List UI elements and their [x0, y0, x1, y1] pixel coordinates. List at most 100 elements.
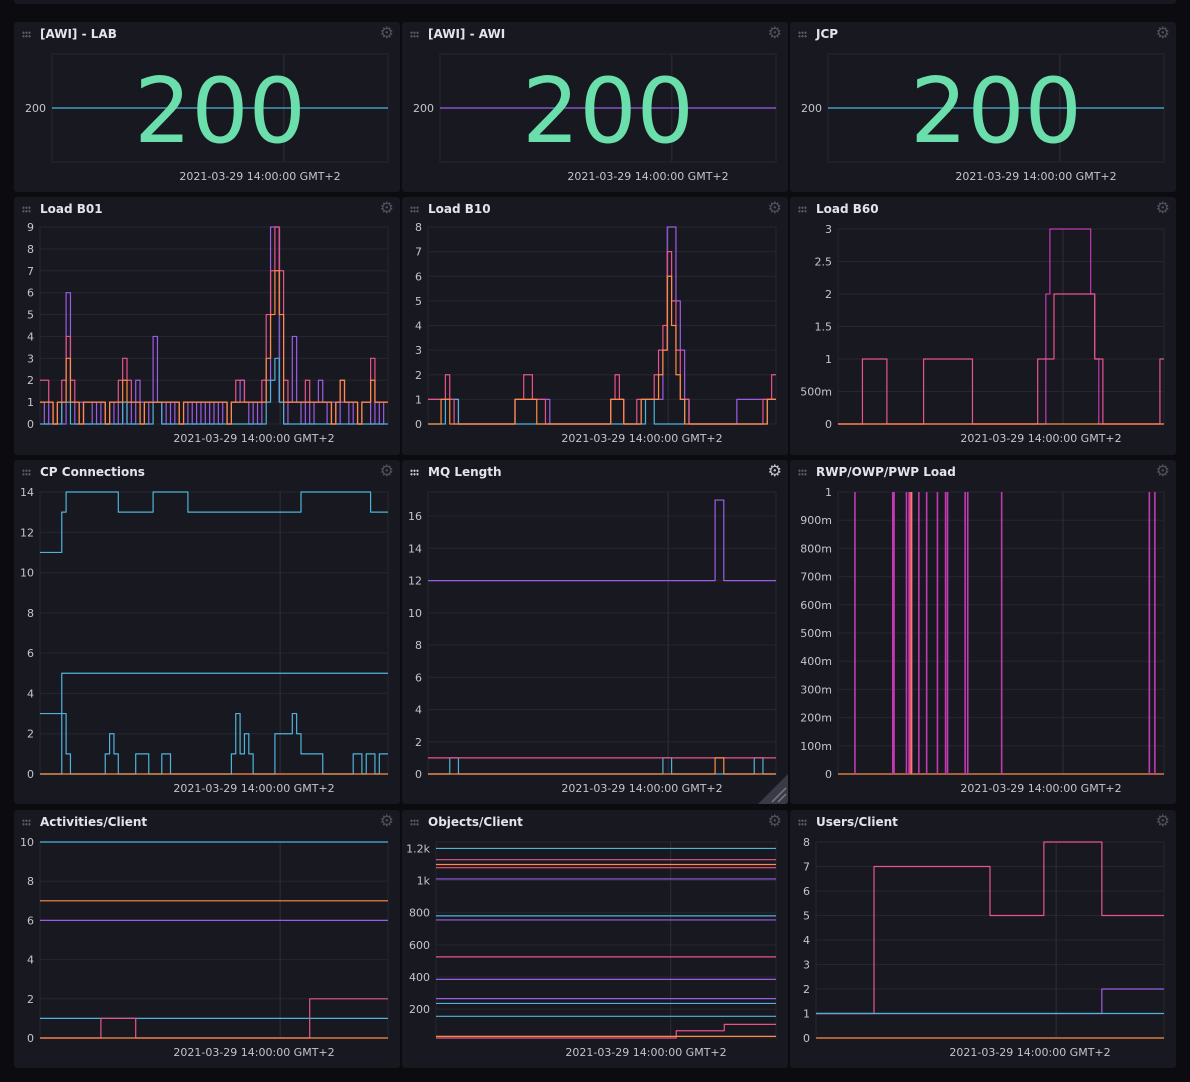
series-line-1 [40, 357, 388, 425]
x-time-label: 2021-03-29 14:00:00 GMT+2 [955, 170, 1116, 183]
chart[interactable]: 0 2 4 6 8 10 12 14 2021-03-29 14:00:00 GMT+2 [14, 460, 400, 804]
y-tick-label: 3 [27, 352, 34, 365]
cell-title: MQ Length [428, 465, 502, 479]
y-tick-label: 4 [27, 954, 34, 967]
x-time-label: 2021-03-29 14:00:00 GMT+2 [567, 170, 728, 183]
y-tick-label: 2 [415, 369, 422, 382]
chart[interactable]: 200 400 600 800 1k 1.2k 2021-03-29 14:00:00 GM… [402, 810, 788, 1068]
x-time-label: 2021-03-29 14:00:00 GMT+2 [561, 782, 722, 795]
cell-header[interactable]: Activities/Client ⚙ [14, 810, 400, 834]
chart[interactable]: 0 1 2 3 4 5 6 7 8 2021-03-29 14:00:00 GMT+2 [790, 810, 1176, 1068]
cell-header[interactable]: CP Connections ⚙ [14, 460, 400, 484]
chart[interactable]: 200 200 2021-03-29 14:00:00 GMT+2 [14, 22, 400, 192]
gear-icon[interactable]: ⚙ [1155, 23, 1170, 42]
series-line-2 [40, 226, 388, 425]
stat-value: 200 [134, 59, 306, 164]
y-tick-label: 0 [27, 418, 34, 431]
drag-handle-icon[interactable] [22, 819, 31, 826]
gear-icon[interactable]: ⚙ [767, 23, 782, 42]
plot-frame [39, 841, 389, 1039]
cell-header[interactable]: [AWI] - LAB ⚙ [14, 22, 400, 46]
drag-handle-icon[interactable] [410, 819, 419, 826]
y-tick-label: 6 [27, 914, 34, 927]
drag-handle-icon[interactable] [22, 206, 31, 213]
drag-handle-icon[interactable] [410, 206, 419, 213]
chart[interactable]: 200 200 2021-03-29 14:00:00 GMT+2 [402, 22, 788, 192]
chart[interactable]: 200 200 2021-03-29 14:00:00 GMT+2 [790, 22, 1176, 192]
y-tick-label: 4 [27, 330, 34, 343]
gear-icon[interactable]: ⚙ [379, 461, 394, 480]
x-time-label: 2021-03-29 14:00:00 GMT+2 [173, 432, 334, 445]
cell-header[interactable]: Load B10 ⚙ [402, 197, 788, 221]
drag-handle-icon[interactable] [410, 469, 419, 476]
y-tick-label: 1 [825, 353, 832, 366]
cell-title: CP Connections [40, 465, 145, 479]
y-tick-label: 0 [825, 418, 832, 431]
series-line-1 [428, 398, 776, 425]
cell-header[interactable]: Load B60 ⚙ [790, 197, 1176, 221]
y-tick-label: 3 [415, 344, 422, 357]
y-tick-label: 1 [415, 393, 422, 406]
y-tick-label: 2 [415, 736, 422, 749]
y-tick-label: 700m [800, 571, 832, 584]
y-tick-label: 10 [20, 567, 34, 580]
y-tick-label: 2.5 [815, 256, 833, 269]
drag-handle-icon[interactable] [22, 469, 31, 476]
gear-icon[interactable]: ⚙ [767, 811, 782, 830]
cell-header[interactable]: Objects/Client ⚙ [402, 810, 788, 834]
chart[interactable]: 0 100m 200m 300m 400m 500m 600m 700m 800m 900m 1 20… [790, 460, 1176, 804]
cell-objects-client: Objects/Client ⚙ 200 400 600 800 1k 1.2k 2021-… [402, 810, 788, 1068]
chart[interactable]: 0 500m 1 1.5 2 2.5 3 2021-03-29 14:00:00 GMT+2 [790, 197, 1176, 455]
drag-handle-icon[interactable] [410, 31, 419, 38]
y-tick-label: 4 [415, 320, 422, 333]
y-tick-label: 3 [803, 959, 810, 972]
cell-header[interactable]: Load B01 ⚙ [14, 197, 400, 221]
drag-handle-icon[interactable] [798, 31, 807, 38]
x-time-label: 2021-03-29 14:00:00 GMT+2 [173, 1046, 334, 1059]
gear-icon[interactable]: ⚙ [1155, 461, 1170, 480]
chart[interactable]: 0 2 4 6 8 10 2021-03-29 14:00:00 GMT+2 [14, 810, 400, 1068]
y-tick-label: 10 [408, 607, 422, 620]
y-tick-label: 0 [803, 1032, 810, 1045]
series-line-3 [40, 270, 388, 425]
cell-header[interactable]: JCP ⚙ [790, 22, 1176, 46]
gear-icon[interactable]: ⚙ [379, 23, 394, 42]
cell-mq-length: MQ Length ⚙ 0 2 4 6 8 10 12 14 16 2021-03-29 14:0… [402, 460, 788, 804]
gear-icon[interactable]: ⚙ [767, 198, 782, 217]
stat-value: 200 [522, 59, 694, 164]
cell-header[interactable]: MQ Length ⚙ [402, 460, 788, 484]
chart[interactable]: 0 1 2 3 4 5 6 7 8 2021-03-29 14:00:00 GMT+2 [402, 197, 788, 455]
series-line-1 [816, 988, 1164, 1015]
y-tick-label: 3 [825, 223, 832, 236]
gear-icon[interactable]: ⚙ [1155, 198, 1170, 217]
drag-handle-icon[interactable] [798, 206, 807, 213]
chart[interactable]: 0 1 2 3 4 5 6 7 8 9 2021-03-29 14:00:00 GMT+2 [14, 197, 400, 455]
cell-header[interactable]: [AWI] - AWI ⚙ [402, 22, 788, 46]
chart[interactable]: 0 2 4 6 8 10 12 14 16 2021-03-29 14:00:00 GMT+2 [402, 460, 788, 804]
y-tick-label: 7 [415, 246, 422, 259]
drag-handle-icon[interactable] [798, 469, 807, 476]
y-tick-label: 4 [803, 934, 810, 947]
x-time-label: 2021-03-29 14:00:00 GMT+2 [960, 782, 1121, 795]
drag-handle-icon[interactable] [22, 31, 31, 38]
drag-handle-icon[interactable] [798, 819, 807, 826]
cell-title: [AWI] - LAB [40, 27, 117, 41]
cell-header[interactable]: Users/Client ⚙ [790, 810, 1176, 834]
cell-awi-awi: [AWI] - AWI ⚙ 200 200 2021-03-29 14:00:00 … [402, 22, 788, 192]
gear-icon[interactable]: ⚙ [379, 811, 394, 830]
y-tick-label: 200 [409, 1003, 430, 1016]
y-tick-label: 2 [27, 728, 34, 741]
cell-header[interactable]: RWP/OWP/PWP Load ⚙ [790, 460, 1176, 484]
series-line-0 [40, 226, 388, 425]
y-tick-label: 0 [27, 1032, 34, 1045]
series-line-0 [428, 499, 776, 582]
y-tick-label: 600 [409, 939, 430, 952]
y-tick-label: 6 [27, 287, 34, 300]
gear-icon[interactable]: ⚙ [379, 198, 394, 217]
gear-icon[interactable]: ⚙ [1155, 811, 1170, 830]
series-line-12 [436, 1023, 776, 1039]
stat-value: 200 [910, 59, 1082, 164]
gear-icon[interactable]: ⚙ [767, 461, 782, 480]
y-tick-label: 4 [415, 704, 422, 717]
resize-handle-icon[interactable] [758, 774, 788, 804]
